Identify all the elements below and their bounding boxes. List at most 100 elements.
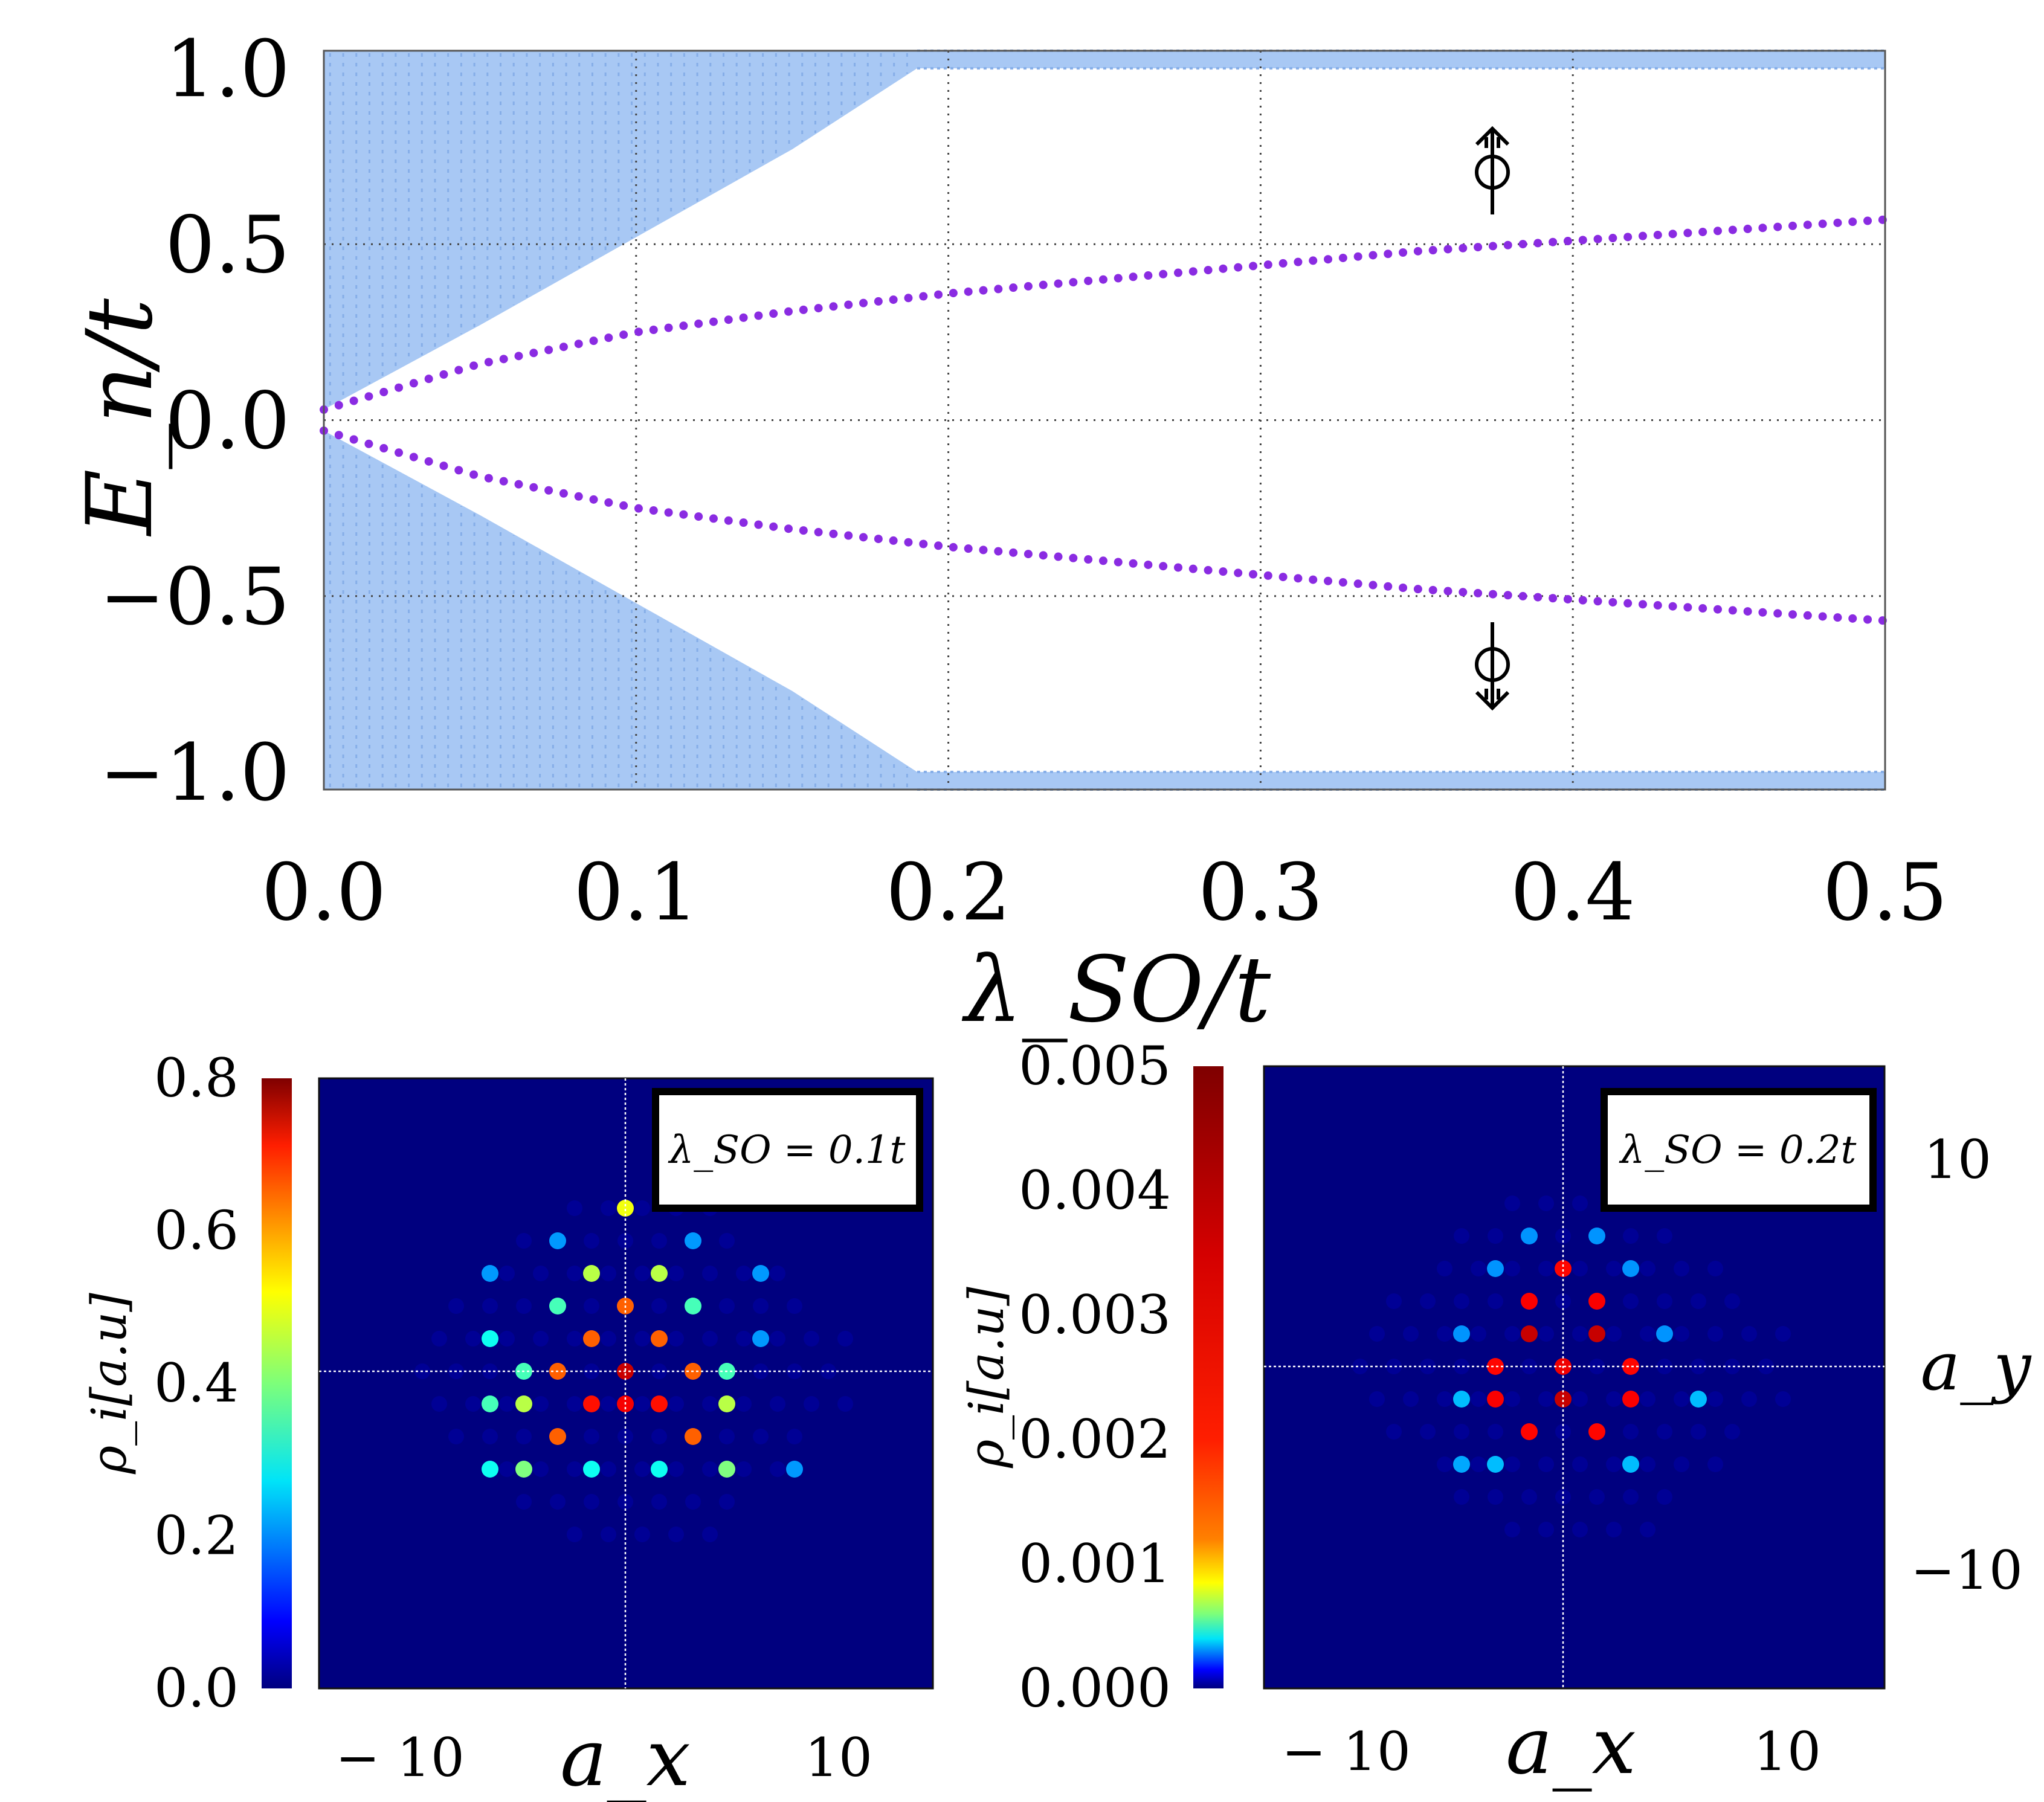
density-site [1588, 1293, 1605, 1310]
x-tick-label: 0.4 [1510, 846, 1636, 938]
lattice-site [1674, 1391, 1689, 1407]
edge-state-point [1638, 231, 1647, 240]
spin-down-icon [1475, 622, 1510, 711]
lattice-site [736, 1461, 752, 1477]
colorbar-right-tick: 0.005 [1019, 1035, 1171, 1097]
lattice-site [1758, 1359, 1774, 1374]
lattice-site [668, 1266, 684, 1281]
heatmap-right-ytick-neg: −10 [1910, 1539, 2023, 1601]
edge-state-point [1743, 607, 1752, 616]
edge-state-point [1054, 279, 1063, 288]
lattice-site [1572, 1456, 1588, 1472]
edge-state-point [1518, 240, 1527, 249]
lattice-site [1420, 1359, 1436, 1374]
lattice-site [719, 1233, 735, 1249]
edge-state-point [649, 325, 658, 334]
lattice-site [837, 1396, 853, 1412]
edge-state-point [1443, 587, 1452, 596]
density-site [1588, 1423, 1605, 1440]
lattice-site [634, 1200, 650, 1216]
edge-state-point [409, 379, 418, 388]
heatmap-left-xtick-neg: − 10 [335, 1726, 465, 1789]
edge-state-point [1324, 576, 1333, 585]
edge-state-point [1129, 272, 1138, 282]
edge-state-point [1803, 220, 1812, 230]
edge-state-point [1353, 579, 1362, 588]
lattice-site [1657, 1424, 1672, 1440]
edge-state-point [1428, 585, 1437, 594]
edge-state-point [814, 304, 823, 313]
edge-state-point [1188, 564, 1198, 573]
edge-state-point [964, 287, 973, 296]
density-site [685, 1298, 701, 1314]
lattice-site [1724, 1293, 1740, 1309]
lattice-site [1521, 1359, 1537, 1374]
colorbar-right-tick: 0.002 [1019, 1408, 1171, 1470]
edge-state-point [1698, 604, 1707, 613]
heatmap-left-xtick-pos: 10 [805, 1726, 872, 1789]
edge-state-point [454, 466, 463, 475]
lattice-site [1538, 1326, 1554, 1342]
edge-state-point [1833, 218, 1842, 227]
lattice-site [601, 1266, 616, 1281]
density-site [1555, 1391, 1572, 1408]
edge-state-point [949, 542, 958, 552]
heatmap-right-sites [1352, 1195, 1791, 1537]
edge-state-point [1683, 603, 1692, 612]
lattice-site [465, 1331, 481, 1347]
edge-state-point [1743, 224, 1752, 233]
lattice-site [482, 1298, 498, 1314]
lattice-site [617, 1494, 633, 1510]
lattice-site [1606, 1391, 1622, 1407]
edge-state-point [1653, 601, 1662, 610]
lattice-site [567, 1331, 582, 1347]
lattice-site [1538, 1456, 1554, 1472]
density-site [651, 1265, 668, 1282]
edge-state-point [1248, 570, 1257, 579]
lattice-site [1691, 1293, 1706, 1309]
density-site [583, 1265, 600, 1282]
edge-state-point [349, 396, 358, 405]
lattice-site [787, 1298, 802, 1314]
lattice-site [1437, 1261, 1452, 1276]
colorbar-left-ticks: 0.8 0.6 0.4 0.2 0.0 [154, 1047, 239, 1719]
lattice-site [1657, 1228, 1672, 1244]
density-site [1622, 1358, 1639, 1375]
lattice-site [431, 1331, 447, 1347]
lattice-site [567, 1266, 582, 1281]
edge-state-point [1309, 575, 1318, 584]
lattice-site [1741, 1326, 1757, 1342]
colorbar-right-tick: 0.000 [1019, 1657, 1171, 1719]
density-site [1622, 1260, 1639, 1277]
heatmap-right-xtick-neg: − 10 [1282, 1720, 1411, 1783]
lattice-site [1724, 1424, 1740, 1440]
lattice-site [1657, 1489, 1672, 1505]
lattice-site [1386, 1424, 1402, 1440]
edge-state-point [904, 294, 913, 303]
edge-state-point [1384, 582, 1393, 591]
edge-state-point [679, 510, 688, 519]
y-tick-label: 1.0 [165, 23, 290, 115]
edge-state-point [919, 539, 928, 549]
colorbar-left-tick: 0.2 [154, 1505, 239, 1567]
lattice-site [736, 1396, 752, 1412]
edge-state-point [1848, 614, 1857, 623]
lattice-site [533, 1396, 549, 1412]
lattice-site [1437, 1326, 1452, 1342]
density-site [482, 1265, 498, 1282]
edge-state-point [874, 297, 883, 306]
lattice-site [1674, 1456, 1689, 1472]
lattice-site [1555, 1424, 1571, 1440]
lattice-site [1488, 1293, 1503, 1309]
edge-state-point [1563, 237, 1572, 246]
x-tick-label: 0.5 [1823, 846, 1948, 938]
lattice-site [601, 1461, 616, 1477]
edge-state-point [1788, 610, 1797, 619]
density-panel-left: 0.8 0.6 0.4 0.2 0.0 ρ_i[a.u] λ_SO = 0.1t − 1… [81, 1047, 934, 1802]
lattice-site [1437, 1391, 1452, 1407]
edge-state-point [1338, 578, 1347, 587]
lattice-site [719, 1298, 735, 1314]
lattice-site [634, 1331, 650, 1347]
lattice-site [770, 1266, 785, 1281]
